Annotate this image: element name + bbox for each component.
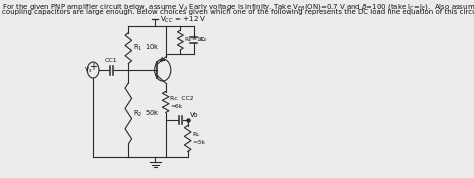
Text: Vo: Vo xyxy=(190,112,199,118)
Text: C$_E$: C$_E$ xyxy=(199,36,208,44)
Text: =6k: =6k xyxy=(170,103,182,109)
Text: coupling capacitors are large enough. Below choices given which one of the follo: coupling capacitors are large enough. Be… xyxy=(2,9,474,15)
Text: +: + xyxy=(89,62,97,72)
Text: R$_L$: R$_L$ xyxy=(192,130,201,139)
Text: CC1: CC1 xyxy=(105,58,118,63)
Text: Rc  CC2: Rc CC2 xyxy=(170,96,193,101)
Text: =3k: =3k xyxy=(192,140,205,145)
Text: R$_2$  50k: R$_2$ 50k xyxy=(133,108,160,119)
Text: R$_E$=1K: R$_E$=1K xyxy=(184,36,206,44)
Text: R$_1$  10k: R$_1$ 10k xyxy=(133,43,160,53)
Text: v$_s$: v$_s$ xyxy=(83,66,92,75)
Text: V$_{CC}$ = +12 V: V$_{CC}$ = +12 V xyxy=(160,15,207,25)
Text: For the given PNP amplifier circuit below, assume V$_A$ Early voltage is infinit: For the given PNP amplifier circuit belo… xyxy=(2,2,474,12)
